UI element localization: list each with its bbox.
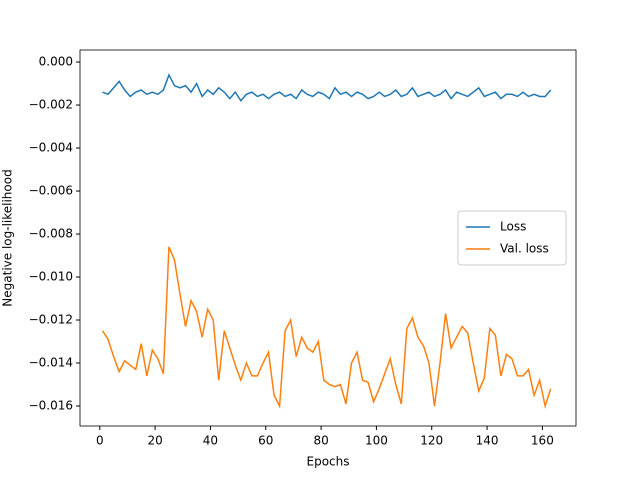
y-tick-label: −0.012 bbox=[29, 313, 73, 327]
x-tick-label: 100 bbox=[365, 434, 388, 448]
x-tick-label: 20 bbox=[147, 434, 162, 448]
y-tick-label: 0.000 bbox=[39, 55, 73, 69]
x-tick-label: 140 bbox=[476, 434, 499, 448]
x-tick-label: 40 bbox=[203, 434, 218, 448]
y-tick-label: −0.016 bbox=[29, 399, 73, 413]
x-tick-label: 120 bbox=[420, 434, 443, 448]
plot-frame bbox=[79, 49, 577, 427]
legend-box bbox=[457, 210, 567, 266]
x-axis-label: Epochs bbox=[307, 455, 350, 469]
legend-label: Loss bbox=[500, 220, 526, 234]
y-tick-label: −0.010 bbox=[29, 270, 73, 284]
y-axis-label: Negative log-likelihood bbox=[1, 169, 15, 306]
y-tick-label: −0.014 bbox=[29, 356, 73, 370]
x-tick-label: 60 bbox=[258, 434, 273, 448]
y-tick-label: −0.006 bbox=[29, 184, 73, 198]
legend-label: Val. loss bbox=[500, 242, 549, 256]
series-line bbox=[102, 73, 552, 102]
y-tick-label: −0.004 bbox=[29, 141, 73, 155]
y-tick-label: −0.002 bbox=[29, 98, 73, 112]
series-line bbox=[101, 246, 552, 409]
y-tick-label: −0.008 bbox=[29, 227, 73, 241]
x-tick-label: 0 bbox=[96, 434, 104, 448]
x-tick-label: 80 bbox=[313, 434, 328, 448]
x-tick-label: 160 bbox=[531, 434, 554, 448]
